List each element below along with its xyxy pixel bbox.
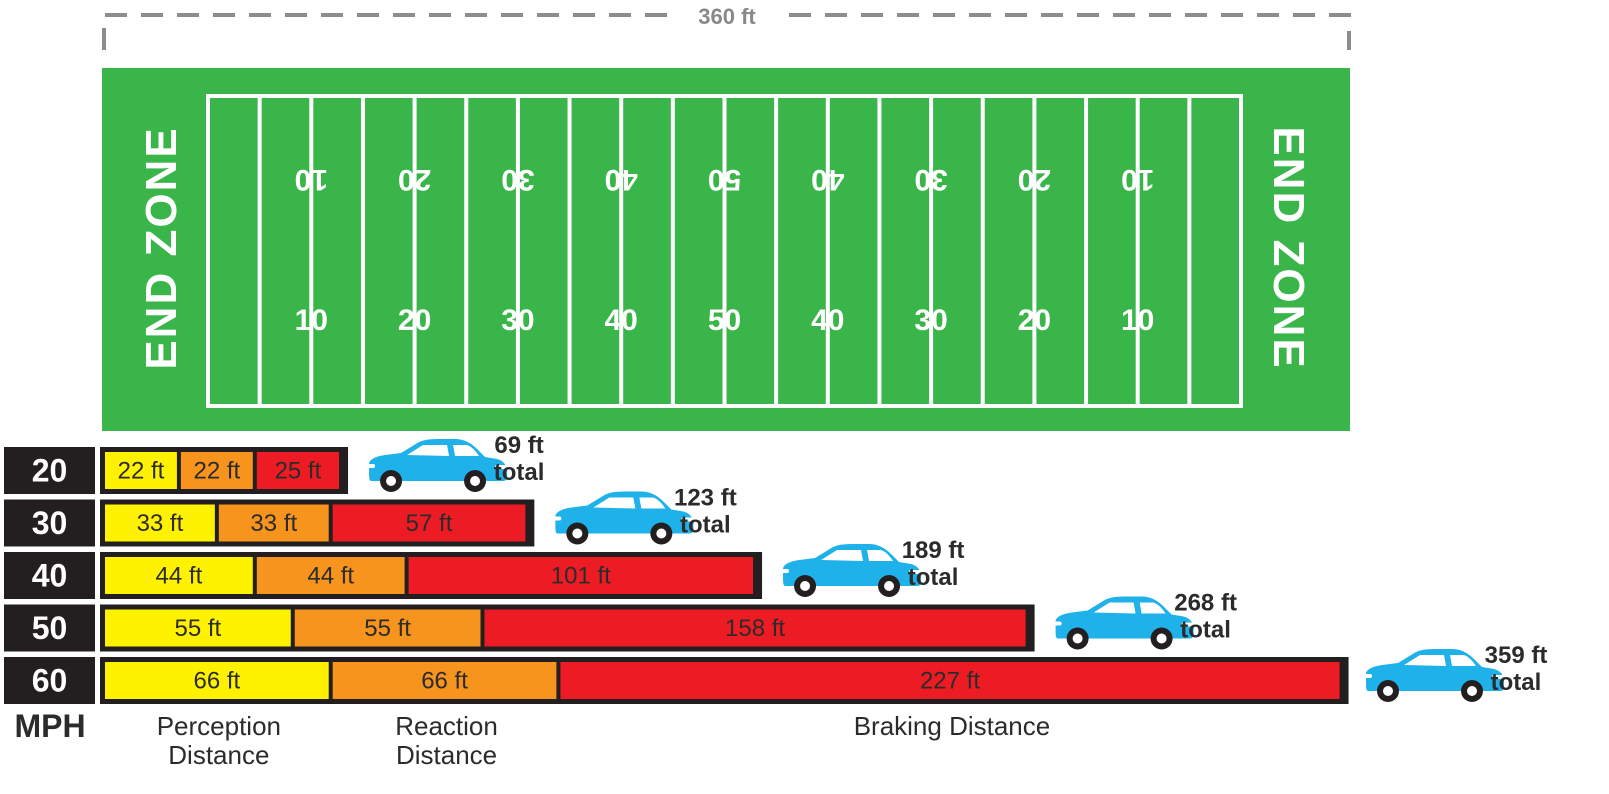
bar-segment [180, 452, 253, 489]
yard-marker-top: 40 [605, 163, 638, 196]
total-value: 359 ft [1485, 642, 1548, 669]
bar-segment [408, 557, 754, 594]
yard-marker-bottom: 30 [914, 304, 947, 337]
bar-segment [484, 609, 1026, 647]
mph-label: 20 [32, 453, 68, 489]
bar-segment [105, 557, 253, 594]
mph-box [4, 552, 95, 599]
yard-marker-top: 30 [501, 163, 534, 196]
yard-marker-top: 20 [1018, 163, 1051, 196]
legend: PerceptionDistanceReactionDistanceBrakin… [157, 711, 1051, 770]
bar-segment [218, 504, 329, 542]
total-value: 268 ft [1174, 590, 1237, 617]
yard-marker-top: 10 [295, 163, 328, 196]
car-icon [779, 544, 922, 597]
total-suffix: total [1180, 617, 1231, 644]
yard-marker-top: 10 [1121, 163, 1154, 196]
yard-marker-bottom: 20 [1018, 304, 1051, 337]
mph-box [4, 499, 95, 547]
bar-value-label: 33 ft [250, 510, 297, 537]
bar-value-label: 22 ft [193, 458, 240, 485]
bar-value-label: 66 ft [421, 668, 468, 695]
yard-marker-top: 20 [398, 163, 431, 196]
end-zone-right-label: END ZONE [1264, 126, 1313, 369]
bar-value-label: 25 ft [275, 458, 322, 485]
total-suffix: total [908, 564, 959, 591]
total-value: 189 ft [902, 537, 965, 564]
car-icon [1362, 649, 1504, 702]
total-value: 123 ft [674, 485, 737, 512]
yard-marker-bottom: 10 [295, 304, 328, 337]
car-icon [551, 491, 694, 545]
mph-label: 60 [32, 663, 68, 699]
yard-marker-bottom: 30 [501, 304, 534, 337]
bar-value-label: 44 ft [307, 563, 354, 590]
bar-value-label: 158 ft [725, 615, 785, 642]
football-field: END ZONE END ZONE 10 10 20 20 30 30 40 40 50 50 40… [102, 68, 1350, 431]
yard-marker-bottom: 10 [1121, 304, 1154, 337]
bar-segment [332, 504, 526, 542]
mph-box [4, 604, 95, 652]
bar-value-label: 227 ft [920, 668, 980, 695]
end-zone-left-label: END ZONE [137, 126, 186, 369]
total-suffix: total [1491, 669, 1542, 696]
bar-value-label: 66 ft [193, 668, 240, 695]
bar-segment [105, 609, 291, 647]
total-suffix: total [494, 459, 545, 486]
yard-marker-bottom: 40 [605, 304, 638, 337]
yard-marker-bottom: 50 [708, 304, 741, 337]
mph-label: 30 [32, 505, 68, 541]
yard-marker-bottom: 40 [811, 304, 844, 337]
yard-marker-bottom: 20 [398, 304, 431, 337]
bar-value-label: 55 ft [175, 615, 222, 642]
bar-segment [256, 557, 405, 594]
car-icon [1051, 596, 1194, 650]
bar-segment [294, 609, 481, 647]
mph-label: 50 [32, 610, 68, 646]
bar-value-label: 101 ft [551, 563, 611, 590]
bar-segment [560, 662, 1340, 699]
bar-segment [105, 662, 329, 699]
span-marker: 360 ft [102, 0, 1351, 50]
bar-segment [105, 452, 177, 489]
yard-marker-top: 40 [811, 163, 844, 196]
legend-label: Braking Distance [854, 711, 1051, 741]
total-suffix: total [680, 512, 731, 539]
span-label: 360 ft [698, 4, 756, 29]
bar-segment [256, 452, 340, 489]
unit-label: MPH [14, 708, 85, 744]
yard-marker-top: 30 [914, 163, 947, 196]
legend-label: Perception [157, 711, 281, 741]
mph-box [4, 657, 95, 704]
yard-marker-top: 50 [708, 163, 741, 196]
mph-box [4, 447, 95, 494]
mph-label: 40 [32, 558, 68, 594]
bar-value-label: 44 ft [156, 563, 203, 590]
bar-value-label: 33 ft [137, 510, 184, 537]
bar-value-label: 22 ft [118, 458, 165, 485]
legend-label: Reaction [395, 711, 498, 741]
bar-value-label: 55 ft [364, 615, 411, 642]
bar-value-label: 57 ft [406, 510, 453, 537]
yard-markers: 10 10 20 20 30 30 40 40 50 50 40 40 30 30 20 20 10 10 [295, 163, 1155, 337]
yard-lines [257, 96, 1192, 406]
bar-segment [332, 662, 557, 699]
legend-label: Distance [168, 740, 269, 770]
total-value: 69 ft [494, 432, 543, 459]
bar-segment [105, 504, 215, 542]
legend-label: Distance [396, 740, 497, 770]
car-icon [365, 439, 508, 492]
